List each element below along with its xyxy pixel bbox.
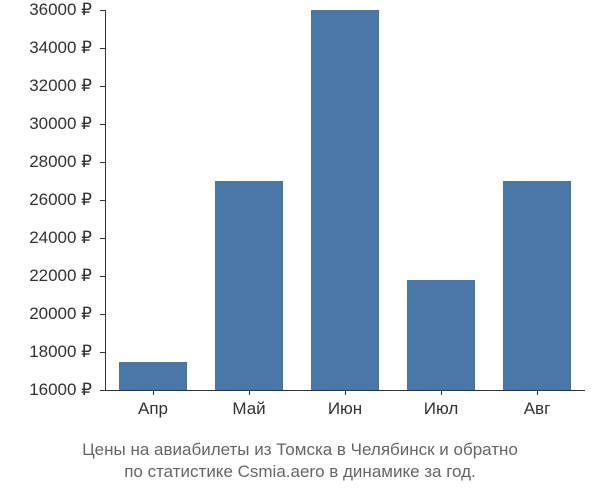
y-tick-mark xyxy=(100,390,105,391)
y-axis: 16000 ₽18000 ₽20000 ₽22000 ₽24000 ₽26000… xyxy=(0,10,100,390)
x-tick-label: Июн xyxy=(328,399,362,419)
y-tick-label: 34000 ₽ xyxy=(29,38,92,58)
caption-line-1: Цены на авиабилеты из Томска в Челябинск… xyxy=(0,438,600,462)
y-tick-label: 24000 ₽ xyxy=(29,228,92,248)
y-tick-label: 22000 ₽ xyxy=(29,266,92,286)
x-tick-label: Май xyxy=(232,399,265,419)
y-tick-label: 18000 ₽ xyxy=(29,342,92,362)
caption-line-2: по статистике Csmia.aero в динамике за г… xyxy=(0,460,600,484)
x-tick-label: Июл xyxy=(424,399,459,419)
y-tick-label: 32000 ₽ xyxy=(29,76,92,96)
x-tick-label: Апр xyxy=(138,399,168,419)
plot-area xyxy=(105,10,585,390)
bar xyxy=(215,181,282,390)
y-tick-label: 16000 ₽ xyxy=(29,380,92,400)
x-axis: Апр Май Июн Июл Авг xyxy=(105,395,585,425)
y-tick-label: 28000 ₽ xyxy=(29,152,92,172)
y-tick-label: 36000 ₽ xyxy=(29,0,92,20)
bar xyxy=(503,181,570,390)
bar xyxy=(407,280,474,390)
x-tick-label: Авг xyxy=(524,399,551,419)
bar xyxy=(311,10,378,390)
y-tick-label: 26000 ₽ xyxy=(29,190,92,210)
y-tick-label: 30000 ₽ xyxy=(29,114,92,134)
bar xyxy=(119,362,186,391)
y-tick-label: 20000 ₽ xyxy=(29,304,92,324)
price-chart: 16000 ₽ 18000 ₽ 20000 ₽ 22000 ₽ 24000 ₽ 26000… xyxy=(0,0,600,500)
